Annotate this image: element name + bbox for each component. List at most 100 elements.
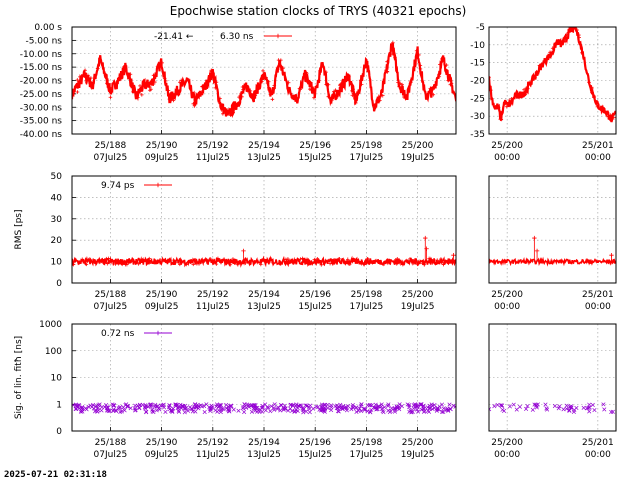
sig-point bbox=[260, 409, 265, 414]
rms-xtick-label-bottom: 09Jul25 bbox=[145, 302, 179, 312]
rms-spike-point bbox=[424, 246, 429, 251]
sig-xtick-label-top: 25/190 bbox=[146, 438, 178, 448]
rms-point bbox=[366, 259, 371, 263]
clock-point bbox=[355, 91, 360, 96]
rms-xtick-label-top: 25/188 bbox=[95, 290, 127, 300]
clock-point bbox=[428, 86, 433, 91]
clock-xtick-label-bottom: 17Jul25 bbox=[350, 153, 384, 163]
sig-point bbox=[441, 409, 446, 414]
sig-point bbox=[111, 408, 116, 414]
sig-point bbox=[236, 408, 241, 413]
sig-point bbox=[78, 409, 83, 414]
sig-point bbox=[299, 403, 304, 408]
sig-point bbox=[176, 408, 181, 413]
rms-point bbox=[332, 258, 337, 262]
sig-xtick-label-top: 25/200 bbox=[402, 438, 434, 448]
rms-point bbox=[219, 260, 223, 265]
sig-inset-point bbox=[587, 405, 592, 410]
sig-point bbox=[227, 407, 232, 412]
rms-point bbox=[382, 261, 387, 266]
sig-inset-point bbox=[567, 408, 572, 413]
clock-point bbox=[105, 81, 109, 86]
rms-legend-marker bbox=[155, 182, 161, 188]
rms-point bbox=[345, 257, 350, 262]
rms-point bbox=[430, 258, 435, 263]
sig-point bbox=[416, 409, 421, 414]
clock-point bbox=[393, 55, 397, 60]
sig-inset-point bbox=[584, 406, 589, 411]
clock-point bbox=[160, 61, 165, 65]
clock-point bbox=[89, 86, 94, 90]
sig-point bbox=[111, 403, 116, 408]
sig-point bbox=[436, 407, 441, 412]
clock-inset-ytick-label: -25 bbox=[470, 94, 485, 104]
sig-point bbox=[158, 403, 163, 408]
sig-point bbox=[208, 406, 213, 411]
sig-xtick-label-bottom: 15Jul25 bbox=[298, 450, 332, 460]
clock-inset-ytick-label: -15 bbox=[470, 59, 485, 69]
rms-xtick-label-top: 25/198 bbox=[351, 290, 383, 300]
rms-point bbox=[362, 262, 367, 267]
clock-point bbox=[351, 91, 356, 95]
rms-ytick-label: 0 bbox=[56, 279, 62, 289]
rms-point bbox=[105, 261, 110, 266]
rms-point bbox=[365, 256, 370, 261]
sig-point bbox=[407, 409, 412, 414]
sig-ytick-label: 100 bbox=[45, 347, 62, 357]
clock-point bbox=[326, 94, 331, 99]
clock-xtick-label-top: 25/192 bbox=[197, 141, 229, 151]
sig-point bbox=[448, 407, 453, 412]
rms-point bbox=[312, 257, 317, 262]
clock-inset-point bbox=[592, 95, 596, 100]
rms-point bbox=[236, 262, 240, 267]
rms-point bbox=[173, 260, 178, 265]
sig-point bbox=[379, 402, 384, 407]
clock-point bbox=[240, 85, 245, 89]
sig-point bbox=[339, 405, 344, 410]
sig-inset-xtick-label-top: 25/200 bbox=[491, 438, 523, 448]
rms-inset-frame bbox=[488, 175, 617, 284]
clock-xtick-label-bottom: 09Jul25 bbox=[145, 153, 179, 163]
clock-inset-xtick-label-top: 25/201 bbox=[582, 141, 614, 151]
rms-point bbox=[315, 257, 320, 261]
clock-point bbox=[89, 76, 93, 80]
clock-point bbox=[153, 80, 157, 84]
clock-ytick-label: -30.00 ns bbox=[20, 103, 63, 113]
rms-point bbox=[391, 260, 396, 264]
clock-inset-point bbox=[509, 97, 514, 101]
clock-point bbox=[391, 49, 396, 53]
rms-ytick-label: 40 bbox=[51, 193, 63, 203]
rms-point bbox=[413, 258, 417, 262]
sig-point bbox=[451, 403, 456, 408]
sig-point bbox=[161, 402, 166, 407]
rms-point bbox=[295, 258, 300, 262]
rms-point bbox=[387, 261, 392, 265]
rms-point bbox=[385, 258, 390, 263]
clock-inset-point bbox=[600, 106, 604, 111]
clock-point bbox=[446, 78, 450, 83]
rms-point bbox=[197, 260, 201, 264]
sig-inset-point bbox=[571, 409, 576, 414]
rms-xtick-label-top: 25/196 bbox=[299, 290, 331, 300]
sig-point bbox=[246, 403, 251, 408]
clock-point bbox=[400, 82, 404, 87]
clock-point bbox=[333, 88, 338, 92]
clock-point bbox=[237, 95, 241, 99]
sig-legend-marker bbox=[155, 330, 161, 336]
sig-point bbox=[268, 409, 273, 414]
sig-inset-point bbox=[568, 404, 574, 409]
rms-ytick-label: 30 bbox=[51, 215, 63, 225]
sig-point bbox=[359, 402, 364, 407]
rms-point bbox=[218, 258, 222, 263]
clock-inset-point bbox=[524, 90, 528, 95]
sig-inset-point bbox=[500, 403, 505, 408]
rms-point bbox=[178, 262, 182, 267]
sig-point bbox=[118, 404, 123, 409]
clock-inset-xtick-label-top: 25/200 bbox=[491, 141, 523, 151]
clock-point bbox=[155, 64, 160, 69]
clock-point bbox=[297, 86, 302, 91]
clock-inset-point bbox=[553, 43, 558, 47]
rms-point bbox=[167, 257, 172, 262]
rms-point bbox=[439, 257, 443, 261]
clock-point bbox=[272, 83, 277, 88]
